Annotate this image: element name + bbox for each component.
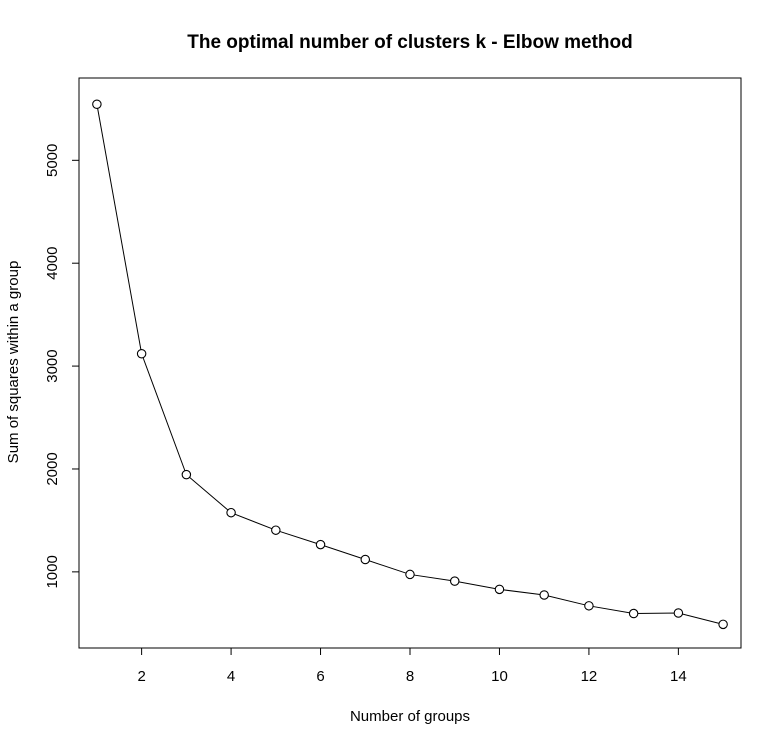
data-point — [92, 99, 102, 109]
data-point — [360, 554, 371, 565]
x-tick-label: 10 — [491, 668, 508, 685]
plot-frame — [78, 77, 742, 649]
y-tick-label: 2000 — [44, 452, 61, 485]
data-point — [315, 539, 326, 550]
data-points — [92, 99, 728, 630]
y-axis: 1000 2000 3000 4000 5000 — [44, 144, 79, 589]
x-tick-label: 8 — [406, 668, 414, 685]
chart-title: The optimal number of clusters k - Elbow… — [187, 32, 633, 53]
x-tick-label: 6 — [316, 668, 324, 685]
y-tick-label: 4000 — [44, 247, 61, 280]
y-tick-label: 3000 — [44, 349, 61, 382]
x-axis: 2 4 6 8 10 12 14 — [137, 648, 687, 685]
data-point — [449, 576, 460, 586]
x-tick-label: 2 — [137, 668, 145, 685]
data-point — [584, 601, 594, 611]
series-line — [96, 104, 724, 625]
data-point — [494, 584, 505, 595]
y-axis-label: Sum of squares within a group — [5, 261, 22, 464]
data-point — [718, 619, 728, 630]
y-tick-label: 5000 — [44, 144, 61, 177]
data-point — [136, 348, 147, 359]
x-axis-label: Number of groups — [350, 708, 470, 725]
x-tick-label: 14 — [670, 668, 687, 685]
x-tick-label: 4 — [227, 668, 235, 685]
data-point — [271, 525, 281, 535]
data-point — [539, 590, 549, 600]
data-point — [181, 469, 192, 480]
data-point — [226, 507, 236, 518]
x-tick-label: 12 — [581, 668, 598, 685]
data-point — [405, 569, 415, 580]
data-point — [673, 608, 684, 618]
y-tick-label: 1000 — [44, 555, 61, 588]
data-point — [628, 608, 639, 619]
